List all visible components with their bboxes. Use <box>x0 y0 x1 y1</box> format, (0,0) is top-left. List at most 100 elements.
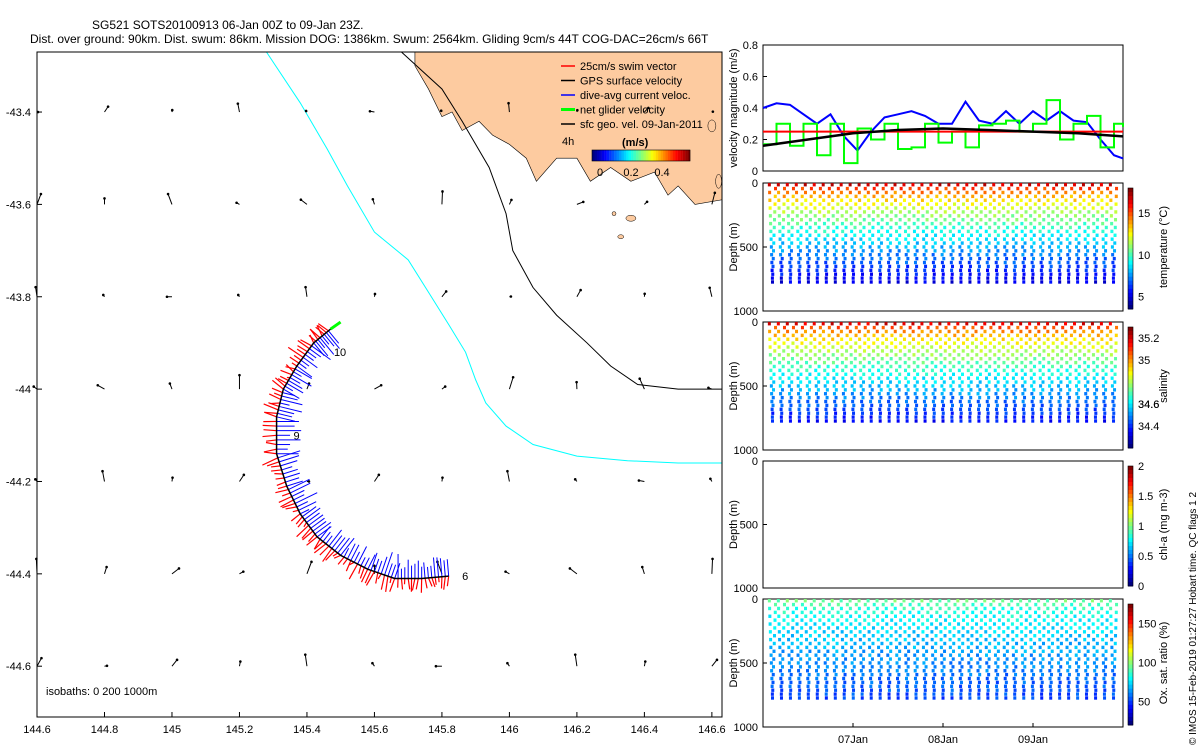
profile-point <box>957 353 961 357</box>
profile-point <box>1090 322 1094 326</box>
profile-point <box>840 198 844 202</box>
profile-point <box>904 392 908 396</box>
profile-point <box>875 606 879 611</box>
profile-point <box>904 661 908 665</box>
profile-point <box>1016 186 1020 191</box>
profile-point <box>922 661 926 665</box>
sfc-geo-arrow <box>36 193 42 205</box>
profile-point <box>853 657 857 661</box>
legend-colorbar-tick: 0 <box>597 167 603 179</box>
profile-point <box>1006 341 1010 345</box>
profile-point <box>940 653 944 657</box>
profile-point <box>894 630 898 634</box>
profile-point <box>899 341 903 345</box>
colorbar-cell <box>1128 256 1133 262</box>
profile-point <box>807 688 811 692</box>
profile-point <box>1042 357 1046 361</box>
swim-vector <box>280 499 294 508</box>
sfc-geo-arrowhead <box>443 385 447 388</box>
profile-point <box>913 661 917 665</box>
profile-point <box>839 606 843 611</box>
profile-point <box>817 380 821 384</box>
profile-point <box>1013 680 1017 685</box>
profile-point <box>1066 661 1070 665</box>
profile-point <box>895 229 899 234</box>
legend-colorbar-cell <box>675 150 678 161</box>
profile-point <box>931 384 935 388</box>
profile-point <box>1103 672 1107 677</box>
profile-point <box>841 669 845 673</box>
profile-point <box>808 241 812 245</box>
colorbar-cell <box>1128 439 1133 445</box>
sfc-geo-arrowhead <box>166 192 170 196</box>
profile-point <box>818 202 822 206</box>
profile-point <box>1078 610 1082 615</box>
profile-point <box>797 392 801 396</box>
profile-point <box>776 599 780 603</box>
profile-point <box>983 322 987 326</box>
profile-point <box>781 657 785 661</box>
profile-point <box>995 411 999 415</box>
profile-point <box>826 657 830 661</box>
profile-point <box>993 630 997 634</box>
profile-point <box>799 241 803 245</box>
profile-point <box>942 249 946 253</box>
legend-colorbar-cell <box>599 150 602 161</box>
profile-point <box>1093 415 1097 419</box>
profile-point <box>1024 364 1028 369</box>
profile-point <box>1109 630 1113 634</box>
profile-point <box>939 229 943 234</box>
profile-point <box>967 653 971 657</box>
profile-point <box>1004 415 1008 419</box>
profile-point <box>1108 322 1112 326</box>
profile-point <box>1049 696 1053 700</box>
colorbar-cell <box>1128 490 1133 495</box>
profile-point <box>956 183 960 187</box>
profile-point <box>872 341 876 345</box>
profile-point <box>869 268 873 273</box>
profile-point <box>872 202 876 206</box>
colorbar-cell <box>1128 546 1133 551</box>
profile-point <box>1005 372 1009 376</box>
profile-point <box>1030 245 1034 249</box>
profile-point <box>768 606 772 611</box>
profile-point <box>976 392 980 396</box>
profile-point <box>790 649 794 653</box>
sfc-geo-arrowhead <box>637 479 641 482</box>
profile-point <box>1083 376 1087 380</box>
profile-point <box>816 665 820 669</box>
profile-point <box>770 669 774 673</box>
profile-point <box>871 649 875 653</box>
profile-point <box>966 345 970 349</box>
profile-point <box>949 399 953 404</box>
profile-point <box>777 614 781 618</box>
profile-point <box>930 630 934 634</box>
profile-point <box>1022 272 1026 276</box>
profile-point <box>995 276 999 280</box>
profile-point <box>1102 692 1106 696</box>
profile-point <box>916 225 920 230</box>
profile-point <box>959 688 963 692</box>
profile-point <box>854 194 858 199</box>
profile-point <box>916 372 920 376</box>
profile-point <box>1091 190 1095 195</box>
profile-point <box>885 345 889 349</box>
profile-point <box>772 665 776 669</box>
sfc-geo-arrowhead <box>368 109 372 113</box>
profile-point <box>814 245 818 249</box>
profile-point <box>834 256 838 261</box>
profile-point <box>1061 602 1065 607</box>
profile-point <box>951 665 955 669</box>
profile-point <box>822 614 826 618</box>
sfc-geo-arrowhead <box>105 565 108 569</box>
profile-point <box>769 368 773 373</box>
profile-point <box>853 364 857 369</box>
swim-vector <box>280 369 292 376</box>
profile-point <box>768 630 772 634</box>
profile-point <box>980 333 984 338</box>
profile-point <box>816 272 820 276</box>
profile-point <box>952 634 956 638</box>
map-xtick-label: 144.8 <box>91 724 119 736</box>
profile-point <box>1041 388 1045 392</box>
profile-point <box>977 684 981 689</box>
